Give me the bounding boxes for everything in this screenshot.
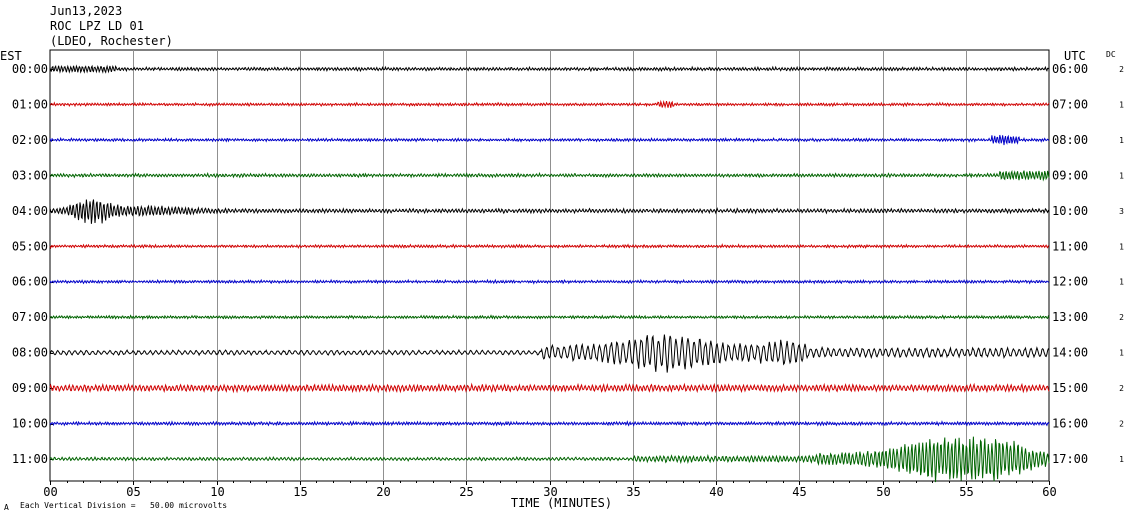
est-hour-label: 02:00	[12, 133, 48, 147]
seismic-trace	[49, 199, 1050, 224]
utc-hour-label: 08:00	[1052, 133, 1088, 147]
left-axis-title: EST	[0, 49, 22, 63]
utc-hour-label: 09:00	[1052, 168, 1088, 182]
chart-network: (LDEO, Rochester)	[50, 34, 173, 48]
dc-value: 3	[1119, 207, 1124, 216]
dc-value: 1	[1119, 349, 1124, 358]
seismic-trace	[49, 382, 1050, 394]
x-tick-label: 55	[959, 485, 973, 499]
dc-value: 1	[1119, 100, 1124, 109]
chart-station: ROC LPZ LD 01	[50, 19, 144, 33]
est-hour-label: 03:00	[12, 168, 48, 182]
x-axis-label: TIME (MINUTES)	[511, 496, 612, 510]
est-hour-label: 08:00	[12, 346, 48, 360]
x-tick-label: 35	[626, 485, 640, 499]
seismic-trace	[49, 334, 1050, 373]
scale-note: Each Vertical Division = 50.00 microvolt…	[20, 501, 228, 510]
utc-hour-label: 15:00	[1052, 381, 1088, 395]
seismic-trace	[49, 278, 1050, 285]
est-hour-label: 00:00	[12, 62, 48, 76]
utc-hour-label: 07:00	[1052, 97, 1088, 111]
dc-value: 2	[1119, 65, 1124, 74]
utc-hour-label: 12:00	[1052, 275, 1088, 289]
dc-column-title: DC	[1106, 50, 1116, 59]
utc-hour-label: 10:00	[1052, 204, 1088, 218]
dc-value: 2	[1119, 313, 1124, 322]
seismic-trace	[49, 64, 1050, 74]
dc-value: 1	[1119, 278, 1124, 287]
x-tick-label: 10	[210, 485, 224, 499]
x-tick-label: 15	[293, 485, 307, 499]
seismic-trace	[49, 169, 1050, 182]
seismic-trace	[49, 243, 1050, 250]
dc-value: 1	[1119, 455, 1124, 464]
x-tick-label: 00	[43, 485, 57, 499]
x-tick-label: 05	[126, 485, 140, 499]
est-hour-label: 01:00	[12, 97, 48, 111]
utc-hour-label: 14:00	[1052, 346, 1088, 360]
x-tick-label: 60	[1042, 485, 1056, 499]
x-tick-label: 50	[876, 485, 890, 499]
x-tick-label: 25	[459, 485, 473, 499]
dc-value: 1	[1119, 171, 1124, 180]
dc-value: 1	[1119, 136, 1124, 145]
seismic-trace	[49, 99, 1050, 109]
est-hour-label: 05:00	[12, 239, 48, 253]
chart-date: Jun13,2023	[50, 4, 123, 18]
seismic-trace	[49, 420, 1050, 427]
right-axis-title: UTC	[1064, 49, 1086, 63]
seismic-trace	[49, 314, 1050, 321]
utc-hour-label: 06:00	[1052, 62, 1088, 76]
utc-hour-label: 17:00	[1052, 452, 1088, 466]
est-hour-label: 07:00	[12, 310, 48, 324]
seismic-trace	[49, 134, 1050, 146]
est-hour-label: 11:00	[12, 452, 48, 466]
utc-hour-label: 11:00	[1052, 239, 1088, 253]
dc-value: 2	[1119, 420, 1124, 429]
utc-hour-label: 13:00	[1052, 310, 1088, 324]
est-hour-label: 10:00	[12, 417, 48, 431]
seismic-trace	[49, 436, 1050, 483]
x-tick-label: 45	[792, 485, 806, 499]
est-hour-label: 09:00	[12, 381, 48, 395]
est-hour-label: 06:00	[12, 275, 48, 289]
est-hour-label: 04:00	[12, 204, 48, 218]
dc-value: 2	[1119, 384, 1124, 393]
x-tick-label: 30	[543, 485, 557, 499]
plot-frame	[49, 49, 1050, 482]
x-tick-label: 20	[376, 485, 390, 499]
utc-hour-label: 16:00	[1052, 417, 1088, 431]
x-tick-label: 40	[709, 485, 723, 499]
dc-value: 1	[1119, 242, 1124, 251]
corner-mark: A	[4, 503, 9, 512]
